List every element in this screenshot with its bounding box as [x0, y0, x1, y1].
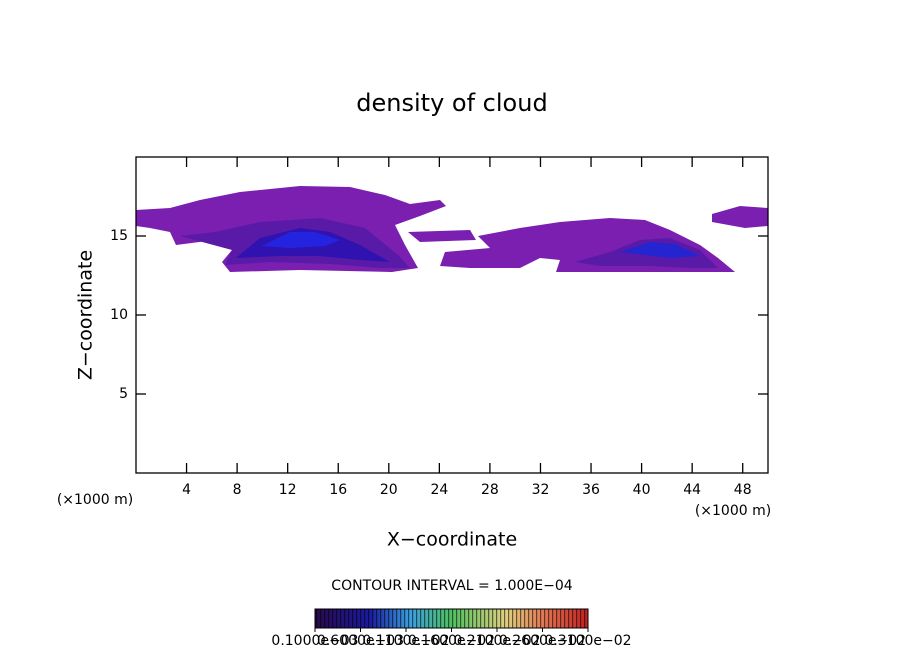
x-tick-label: 20	[380, 482, 398, 498]
colorbar-tick-label: 0.2100e−02	[453, 633, 540, 649]
x-tick-label: 12	[279, 482, 297, 498]
colorbar-tick-label: 0.3100e−02	[544, 633, 631, 649]
colorbar-frame	[314, 608, 589, 629]
contour-interval: CONTOUR INTERVAL = 1.000E−04	[331, 578, 572, 594]
colorbar-tick-label: 0.6000e−03	[317, 633, 404, 649]
x-unit: (×1000 m)	[695, 503, 771, 519]
chart-title: density of cloud	[356, 89, 547, 117]
x-tick-label: 36	[582, 482, 600, 498]
colorbar-tick-label: 0.1100e−02	[362, 633, 449, 649]
x-axis-label: X−coordinate	[387, 529, 517, 551]
y-tick-label: 15	[110, 228, 128, 244]
x-tick-label: 16	[329, 482, 347, 498]
y-axis-label: Z−coordinate	[75, 250, 97, 380]
x-tick-label: 24	[430, 482, 448, 498]
x-tick-label: 44	[683, 482, 701, 498]
y-tick-label: 10	[110, 307, 128, 323]
x-tick-label: 40	[633, 482, 651, 498]
colorbar-tick-label: 0.1600e−02	[408, 633, 495, 649]
y-unit: (×1000 m)	[57, 492, 133, 508]
contour-fill	[136, 186, 768, 272]
x-tick-label: 32	[532, 482, 550, 498]
x-tick-label: 4	[182, 482, 191, 498]
x-tick-label: 28	[481, 482, 499, 498]
x-tick-label: 48	[734, 482, 752, 498]
colorbar-tick-label: 0.1000e−03	[271, 633, 358, 649]
colorbar-tick-label: 0.2600e−02	[499, 633, 586, 649]
y-tick-label: 5	[119, 386, 128, 402]
x-tick-label: 8	[233, 482, 242, 498]
